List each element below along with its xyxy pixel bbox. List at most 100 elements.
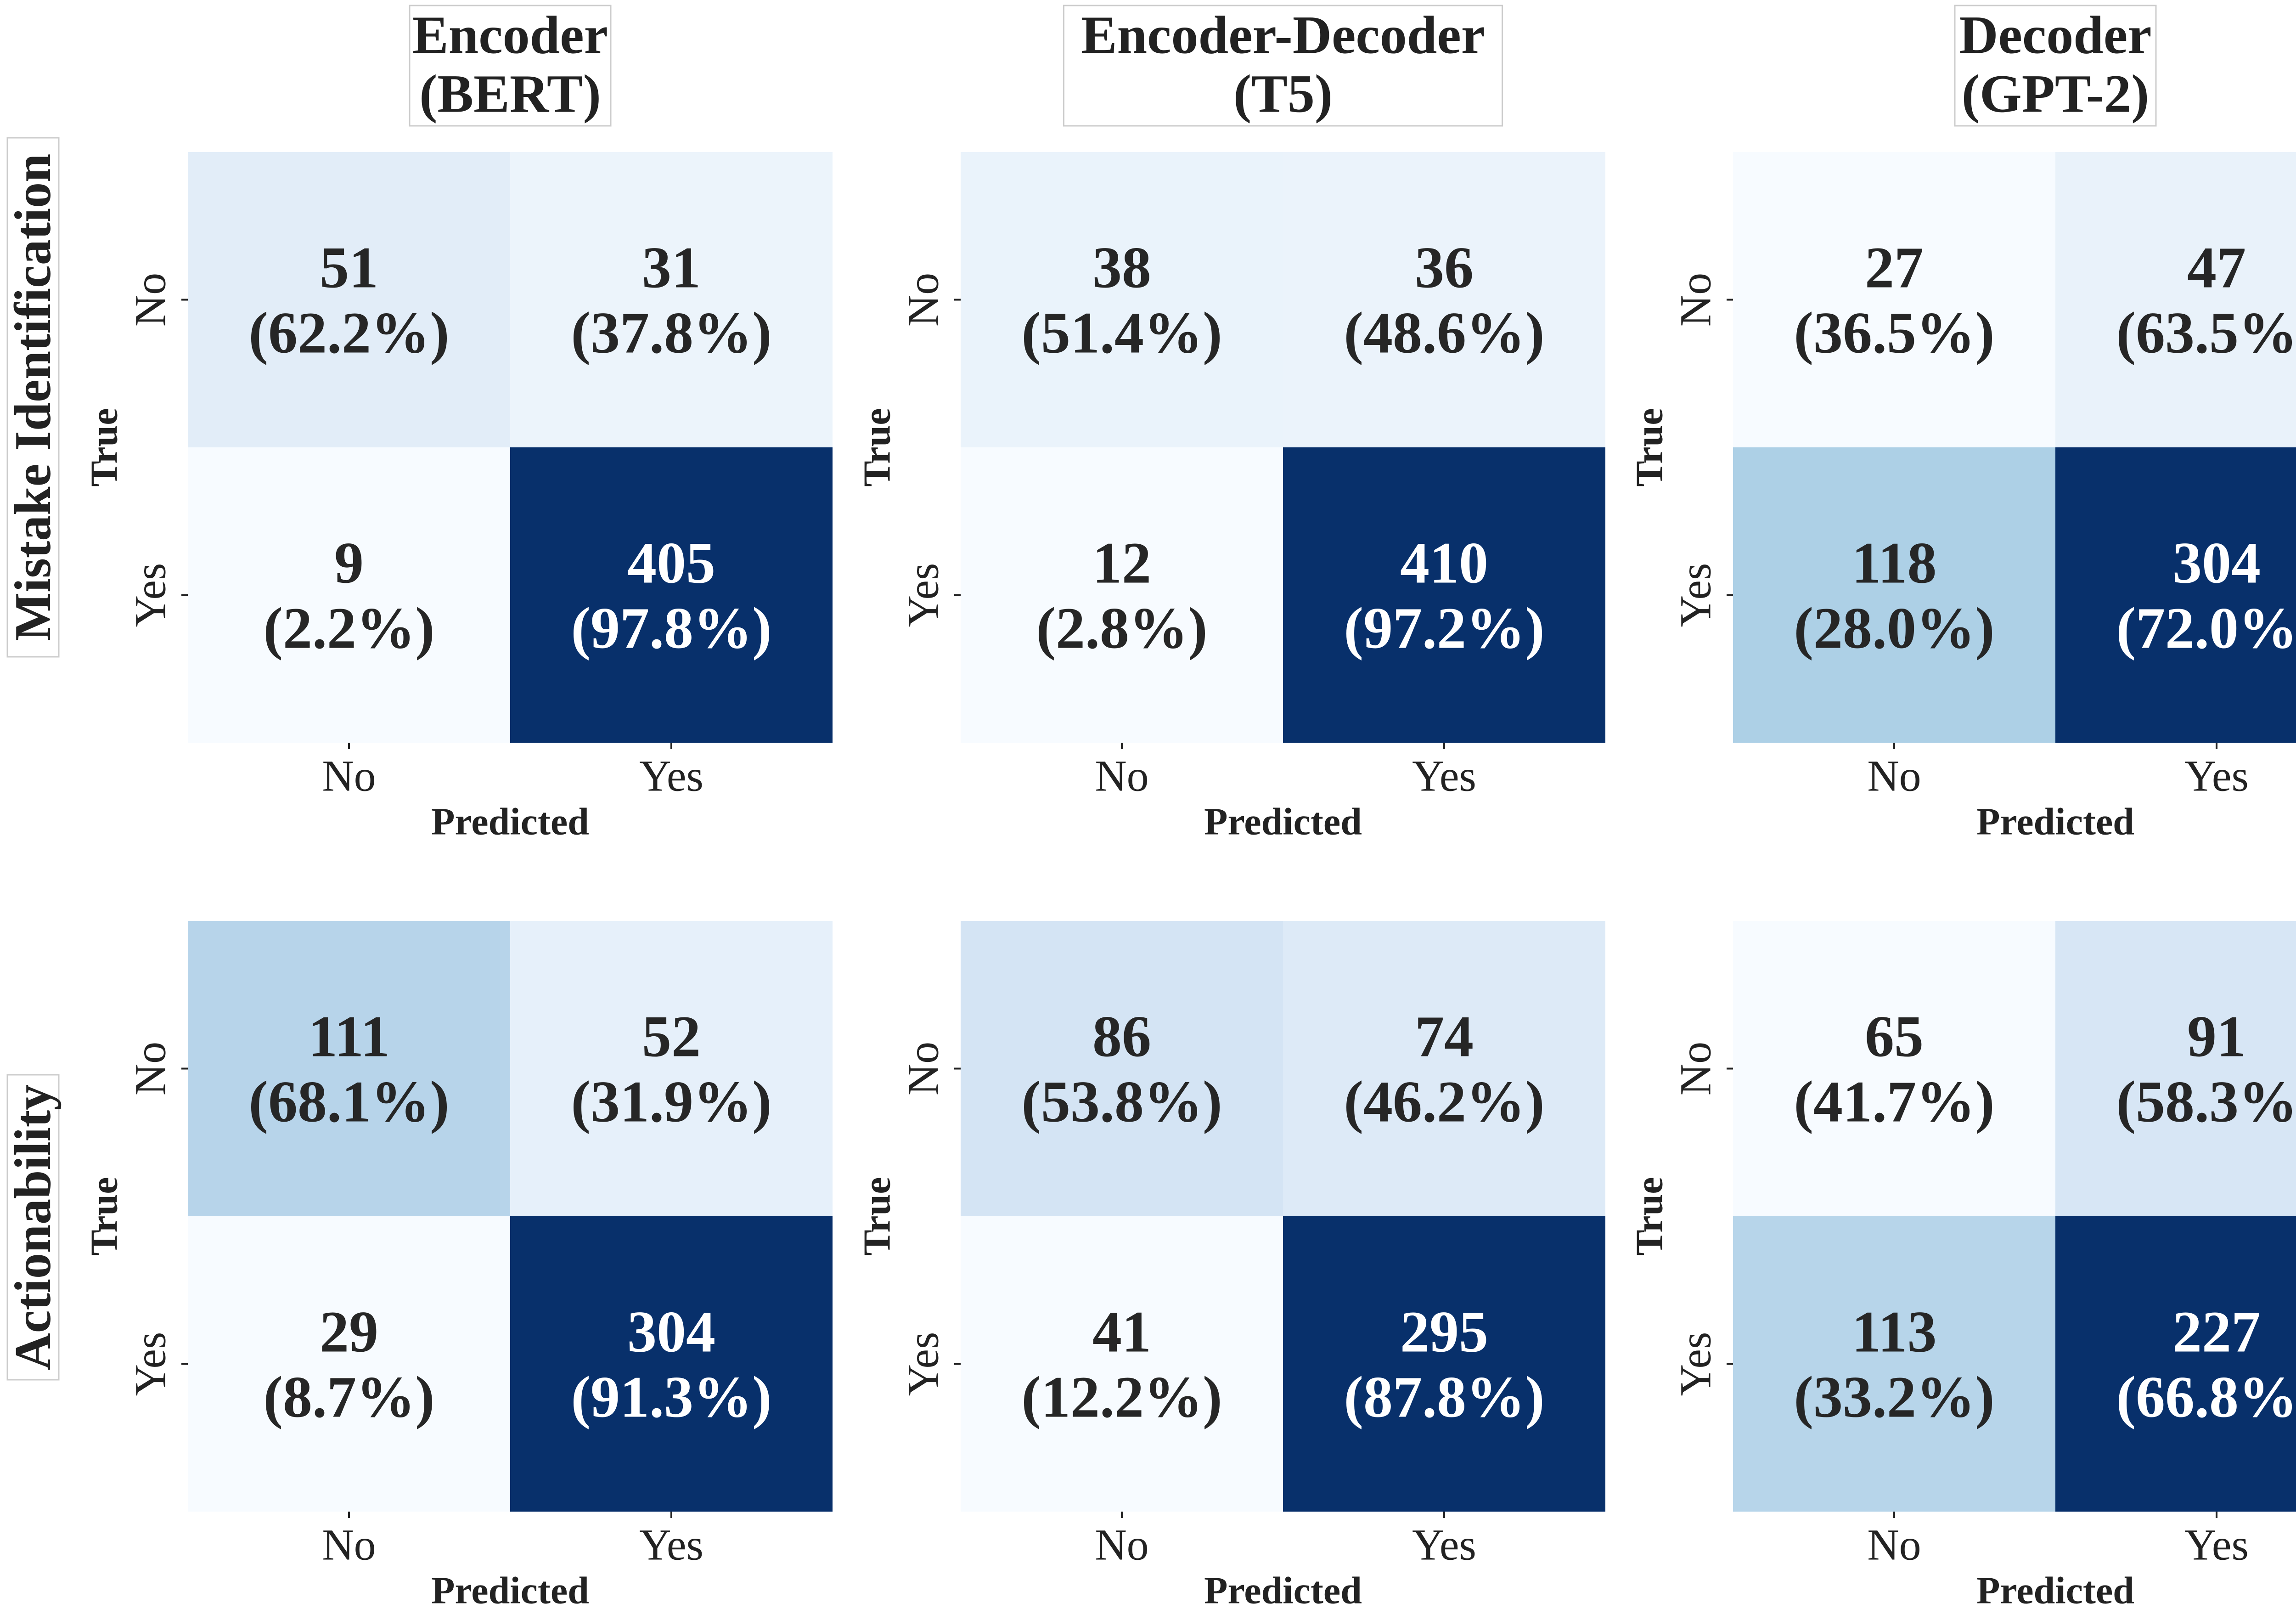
cell-percent-label: (63.5%) xyxy=(2116,300,2296,366)
cell-percent-label: (12.2%) xyxy=(1021,1365,1222,1430)
heatmap-cell xyxy=(961,447,1283,743)
cell-count-label: 47 xyxy=(2187,235,2246,300)
cell-count-label: 111 xyxy=(308,1004,390,1069)
x-tick-label: Yes xyxy=(1412,751,1476,801)
y-tick-label: No xyxy=(1671,1042,1720,1095)
cell-count-label: 36 xyxy=(1415,235,1474,300)
cell-percent-label: (97.2%) xyxy=(1344,596,1544,661)
cell-percent-label: (91.3%) xyxy=(571,1365,771,1430)
y-tick-label: No xyxy=(126,1042,175,1095)
row-title-label: Actionability xyxy=(5,1084,62,1370)
heatmap-cell xyxy=(188,152,510,447)
x-tick-label: No xyxy=(322,751,376,801)
heatmap-cell xyxy=(188,921,510,1216)
cell-percent-label: (2.2%) xyxy=(263,596,434,661)
heatmap-cell xyxy=(188,1216,510,1512)
y-tick-label: Yes xyxy=(899,1332,948,1396)
cell-count-label: 51 xyxy=(320,235,378,300)
cell-count-label: 27 xyxy=(1865,235,1924,300)
x-axis-label: Predicted xyxy=(1976,1569,2134,1612)
y-axis-label: True xyxy=(1628,1177,1671,1255)
cell-count-label: 304 xyxy=(627,1299,715,1365)
x-tick-label: Yes xyxy=(1412,1520,1476,1569)
cell-percent-label: (41.7%) xyxy=(1794,1069,1994,1135)
column-title-2: Encoder-Decoder(T5) xyxy=(1063,5,1503,127)
cell-count-label: 41 xyxy=(1092,1299,1151,1365)
y-tick-label: No xyxy=(1671,273,1720,327)
heatmap-cell xyxy=(510,447,833,743)
cell-count-label: 113 xyxy=(1852,1299,1937,1365)
column-title-line-1: Encoder xyxy=(412,5,608,65)
column-title-box xyxy=(1063,5,1503,127)
x-axis-label: Predicted xyxy=(1204,1569,1362,1612)
x-tick-label: No xyxy=(1867,751,1921,801)
cell-count-label: 74 xyxy=(1415,1004,1474,1069)
x-tick-label: Yes xyxy=(2184,1520,2249,1569)
y-axis-label: True xyxy=(1628,408,1671,486)
x-tick-label: Yes xyxy=(639,1520,703,1569)
heatmap-cell xyxy=(1283,921,1605,1216)
y-tick-label: Yes xyxy=(1671,1332,1720,1396)
heatmap-cell xyxy=(2055,1216,2296,1512)
column-title-line-2: (T5) xyxy=(1233,64,1333,124)
cell-percent-label: (53.8%) xyxy=(1021,1069,1222,1135)
x-tick-label: Yes xyxy=(639,751,703,801)
cell-count-label: 65 xyxy=(1865,1004,1924,1069)
heatmap-cell xyxy=(1283,152,1605,447)
cell-count-label: 405 xyxy=(627,531,715,596)
column-title-3: Decoder(GPT-2) xyxy=(1954,5,2157,127)
confusion-matrix-4: 111(68.1%) 52(31.9%) 29(8.7%) 304(91.3%) No Y… xyxy=(83,921,833,1612)
cell-percent-label: (48.6%) xyxy=(1344,300,1544,366)
cell-count-label: 31 xyxy=(642,235,701,300)
y-axis-label: True xyxy=(856,1177,899,1255)
cell-percent-label: (87.8%) xyxy=(1344,1365,1544,1430)
y-axis-label: True xyxy=(83,408,126,486)
cell-count-label: 118 xyxy=(1852,531,1937,596)
cell-percent-label: (66.8%) xyxy=(2116,1365,2296,1430)
x-tick-label: No xyxy=(1095,1520,1148,1569)
heatmap-cell xyxy=(2055,921,2296,1216)
cell-count-label: 410 xyxy=(1400,531,1488,596)
column-title-1: Encoder(BERT) xyxy=(409,5,612,127)
heatmap-cell xyxy=(1733,921,2055,1216)
heatmap-cell xyxy=(1283,1216,1605,1512)
row-title-box xyxy=(6,1074,60,1381)
row-title-1: Mistake Identification xyxy=(5,137,62,658)
cell-percent-label: (68.1%) xyxy=(248,1069,449,1135)
cell-count-label: 12 xyxy=(1092,531,1151,596)
row-title-box xyxy=(6,137,60,658)
cell-percent-label: (8.7%) xyxy=(263,1365,434,1430)
column-title-line-1: Encoder-Decoder xyxy=(1081,5,1485,65)
cell-percent-label: (31.9%) xyxy=(571,1069,771,1135)
cell-percent-label: (33.2%) xyxy=(1794,1365,1994,1430)
column-title-line-2: (GPT-2) xyxy=(1962,64,2150,124)
heatmap-cell xyxy=(510,921,833,1216)
cell-percent-label: (51.4%) xyxy=(1021,300,1222,366)
cell-percent-label: (46.2%) xyxy=(1344,1069,1544,1135)
heatmap-cell xyxy=(961,152,1283,447)
heatmap-cell xyxy=(2055,447,2296,743)
y-tick-label: Yes xyxy=(126,563,175,627)
y-axis-label: True xyxy=(83,1177,126,1255)
x-axis-label: Predicted xyxy=(1204,801,1362,843)
y-tick-label: Yes xyxy=(899,563,948,627)
y-tick-label: Yes xyxy=(1671,563,1720,627)
cell-count-label: 29 xyxy=(320,1299,378,1365)
x-tick-label: No xyxy=(1095,751,1148,801)
cell-count-label: 227 xyxy=(2172,1299,2261,1365)
heatmap-cell xyxy=(1733,152,2055,447)
y-tick-label: Yes xyxy=(126,1332,175,1396)
cell-count-label: 86 xyxy=(1092,1004,1151,1069)
y-tick-label: No xyxy=(126,273,175,327)
cell-percent-label: (72.0%) xyxy=(2116,596,2296,661)
column-title-box xyxy=(1954,5,2157,127)
cell-percent-label: (62.2%) xyxy=(248,300,449,366)
cell-percent-label: (36.5%) xyxy=(1794,300,1994,366)
x-axis-label: Predicted xyxy=(431,801,589,843)
heatmap-cell xyxy=(510,152,833,447)
x-tick-label: Yes xyxy=(2184,751,2249,801)
confusion-matrix-3: 27(36.5%) 47(63.5%) 118(28.0%) 304(72.0%) No… xyxy=(1628,152,2296,843)
column-title-line-1: Decoder xyxy=(1959,5,2151,65)
cell-count-label: 52 xyxy=(642,1004,701,1069)
